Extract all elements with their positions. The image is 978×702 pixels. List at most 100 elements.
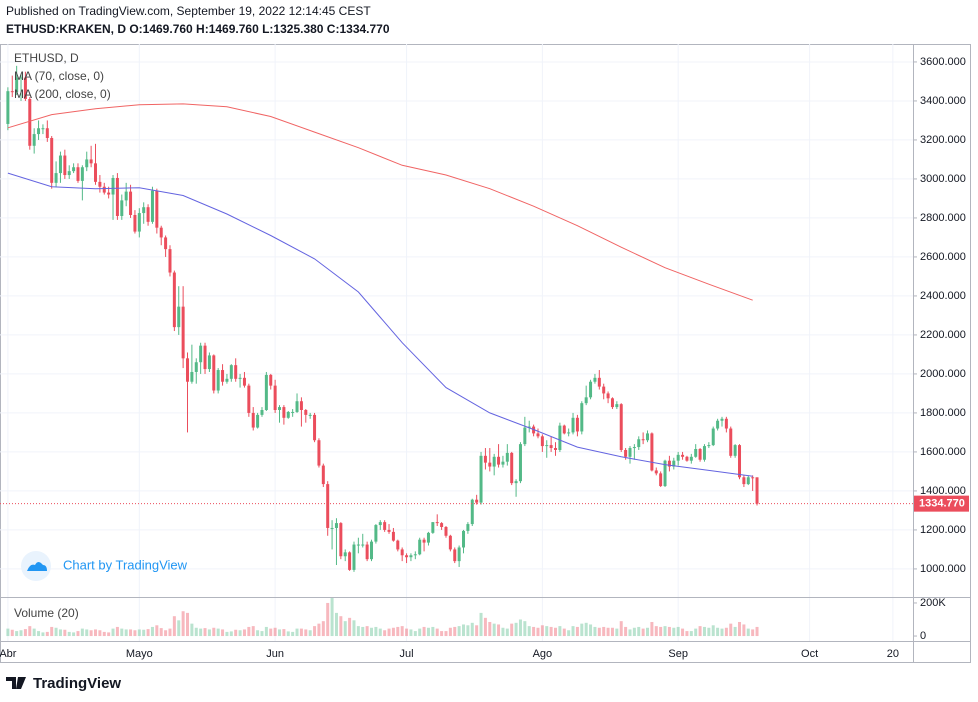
candle-body: [405, 555, 409, 558]
published-line: Published on TradingView.com, September …: [6, 4, 371, 18]
volume-bar: [247, 626, 251, 637]
volume-bar: [448, 627, 452, 637]
candle-body: [483, 455, 487, 463]
candle-body: [10, 91, 14, 93]
volume-bar: [85, 629, 89, 637]
candle-body: [413, 554, 417, 556]
volume-bar: [532, 626, 536, 637]
candle-body: [177, 306, 181, 328]
candle-body: [466, 524, 470, 531]
candle-body: [742, 477, 746, 485]
y-tick-label: 3600.000: [920, 56, 966, 68]
candle-body: [716, 420, 720, 429]
y-tick-label: 2200.000: [920, 329, 966, 341]
volume-bar: [273, 627, 277, 637]
candle-body: [501, 461, 505, 465]
volume-bar: [685, 631, 689, 637]
candle-body: [89, 159, 93, 164]
volume-bar: [229, 631, 233, 637]
candle-body: [650, 433, 654, 471]
candle-body: [707, 445, 711, 447]
volume-bar: [483, 617, 487, 637]
y-tick-label: 1200.000: [920, 524, 966, 536]
volume-bar: [667, 626, 671, 637]
volume-bar: [580, 623, 584, 637]
candle-body: [190, 371, 194, 382]
x-tick-label: Jul: [400, 648, 414, 660]
volume-bar: [89, 630, 93, 637]
candle-body: [317, 440, 321, 466]
candle-body: [672, 460, 676, 467]
candle-body: [391, 531, 395, 541]
candle-body: [194, 362, 198, 372]
candle-body: [659, 473, 663, 487]
candle-body: [286, 411, 290, 418]
volume-bar: [755, 626, 759, 637]
candle-body: [94, 163, 98, 182]
volume-bar: [352, 620, 356, 637]
volume-bar: [391, 627, 395, 637]
y-tick-label: 1600.000: [920, 446, 966, 458]
candle-body: [273, 385, 277, 411]
volume-bar: [422, 626, 426, 637]
volume-bar: [129, 629, 133, 637]
volume-bar: [207, 629, 211, 637]
volume-bar: [567, 630, 571, 637]
candle-body: [641, 439, 645, 441]
candle-body: [45, 128, 49, 138]
volume-bar: [650, 621, 654, 637]
volume-bar: [304, 629, 308, 637]
volume-bar: [278, 629, 282, 637]
candle-body: [422, 539, 426, 543]
candle-body: [492, 456, 496, 467]
candle-body: [334, 523, 338, 528]
volume-bar: [326, 602, 330, 637]
volume-bar: [155, 625, 159, 637]
candle-body: [356, 544, 360, 546]
volume-bar: [142, 629, 146, 637]
volume-bar: [689, 631, 693, 637]
candle-body: [58, 155, 62, 174]
volume-bar: [321, 621, 325, 637]
volume-bar: [435, 628, 439, 637]
volume-bar: [501, 627, 505, 637]
y-tick-label: 2400.000: [920, 290, 966, 302]
volume-bar: [571, 626, 575, 637]
volume-bar: [751, 629, 755, 637]
volume-bar: [264, 626, 268, 637]
candle-body: [593, 377, 597, 382]
brand[interactable]: TradingView: [33, 675, 121, 692]
volume-bar: [102, 631, 106, 637]
x-tick-label: Jun: [266, 648, 284, 660]
y-tick-label: 2800.000: [920, 212, 966, 224]
volume-bar: [212, 627, 216, 637]
candle-body: [146, 207, 150, 222]
volume-bar: [505, 628, 509, 637]
volume-bar: [98, 630, 102, 637]
volume-bar: [361, 626, 365, 637]
volume-bar: [672, 627, 676, 637]
candle-body: [54, 173, 58, 183]
candle-body: [584, 397, 588, 404]
candle-body: [702, 446, 706, 460]
candle-body: [567, 432, 571, 434]
volume-label: Volume (20): [14, 606, 79, 620]
candle-body: [234, 365, 238, 379]
volume-bar: [137, 629, 141, 637]
candle-body: [400, 549, 404, 556]
volume-bar: [641, 628, 645, 637]
volume-bar: [584, 622, 588, 637]
volume-bar: [462, 624, 466, 637]
candle-body: [453, 549, 457, 562]
candle-body: [409, 555, 413, 558]
legend-ma70: MA (70, close, 0): [14, 69, 104, 83]
candle-body: [181, 306, 185, 359]
candle-body: [41, 128, 45, 130]
candle-body: [159, 227, 163, 238]
legend-ma200: MA (200, close, 0): [14, 87, 111, 101]
volume-bar: [615, 628, 619, 637]
volume-bar: [479, 612, 483, 637]
watermark[interactable]: Chart by TradingView: [63, 557, 188, 572]
ma-line: [7, 172, 753, 477]
volume-bar: [698, 626, 702, 637]
